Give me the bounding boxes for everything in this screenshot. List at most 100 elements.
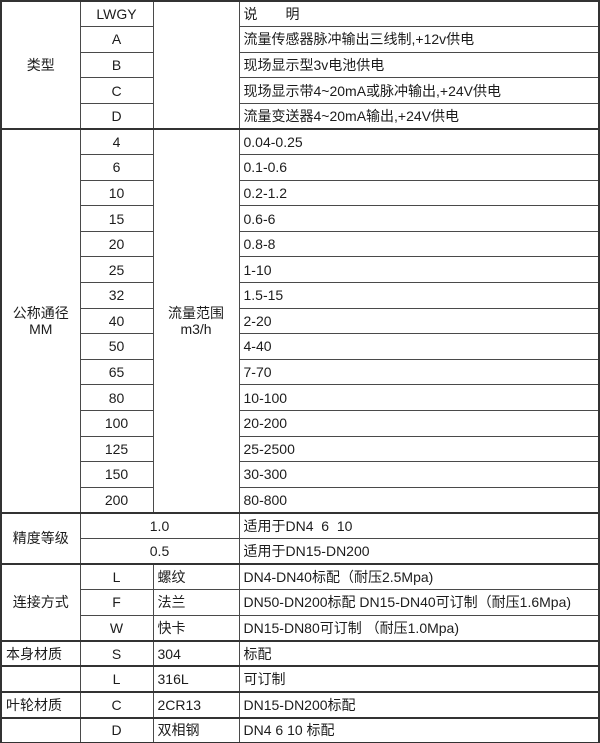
table-row: A 流量传感器脉冲输出三线制,+12v供电 <box>1 26 600 53</box>
header-desc-cell: 说 明 <box>238 0 600 28</box>
desc-cell: 30-300 <box>238 461 600 488</box>
code-cell: F <box>79 589 154 616</box>
code-cell: 200 <box>79 486 154 514</box>
desc-cell: 适用于DN15-DN200 <box>238 537 600 566</box>
code-cell: 10 <box>79 179 154 207</box>
table-row: 125 25-2500 <box>1 435 600 463</box>
subtype-cell: 双相钢 <box>152 717 240 743</box>
group-label-line: 公称通径 <box>12 304 69 321</box>
desc-cell: DN50-DN200标配 DN15-DN40可订制（耐压1.6Mpa) <box>238 589 600 616</box>
flow-range-label: 流量范围 m3/h <box>152 128 240 514</box>
table-row: 20 0.8-8 <box>1 230 600 258</box>
accuracy-value-cell: 1.0 <box>79 512 240 539</box>
flow-range-label-line: 流量范围 <box>168 304 224 321</box>
code-cell: 15 <box>79 205 154 232</box>
desc-cell: 现场显示型3v电池供电 <box>238 51 600 79</box>
table-row: D 双相钢 DN4 6 10 标配 <box>0 717 600 743</box>
group-label-accuracy: 精度等级 <box>0 512 81 566</box>
group-label-body-material: 本身材质 <box>0 640 81 668</box>
desc-cell: 可订制 <box>238 665 600 694</box>
code-cell: 50 <box>79 333 154 360</box>
desc-cell: 现场显示带4~20mA或脉冲输出,+24V供电 <box>238 77 600 104</box>
table-row: 公称通径 MM 4 流量范围 m3/h 0.04-0.25 <box>0 128 600 514</box>
desc-cell: 标配 <box>238 640 600 668</box>
group-label-type: 类型 <box>0 0 81 130</box>
desc-cell: 1-10 <box>238 256 600 284</box>
code-cell: 65 <box>79 358 154 386</box>
table-row: 200 80-800 <box>1 486 600 514</box>
desc-cell: 7-70 <box>238 358 600 386</box>
group-label-empty <box>0 665 81 694</box>
table-row: 本身材质 S 304 标配 <box>0 640 600 668</box>
desc-cell: 0.8-8 <box>238 230 600 258</box>
table-row: 50 4-40 <box>1 333 600 360</box>
desc-cell: 0.1-0.6 <box>238 154 600 181</box>
code-cell: 100 <box>79 410 154 437</box>
desc-cell: 25-2500 <box>238 435 600 463</box>
code-cell: C <box>79 691 154 719</box>
desc-cell: 10-100 <box>238 384 600 411</box>
subtype-cell: 304 <box>152 640 240 668</box>
code-cell: S <box>79 640 154 668</box>
desc-cell: 适用于DN4 6 10 <box>238 512 600 539</box>
table-row: B 现场显示型3v电池供电 <box>1 51 600 79</box>
table-row: L 316L 可订制 <box>0 665 600 694</box>
group-label-empty <box>0 717 81 743</box>
table-row: 32 1.5-15 <box>1 282 600 309</box>
accuracy-value-cell: 0.5 <box>79 537 240 566</box>
table-row: 100 20-200 <box>1 410 600 437</box>
subtype-cell: 2CR13 <box>152 691 240 719</box>
code-cell: 125 <box>79 435 154 463</box>
subtype-cell: 法兰 <box>152 589 240 616</box>
desc-cell: 流量传感器脉冲输出三线制,+12v供电 <box>238 26 600 53</box>
empty-mid-cell <box>152 0 240 130</box>
code-cell: 6 <box>79 154 154 181</box>
group-label-line: MM <box>29 320 53 337</box>
subtype-cell: 快卡 <box>152 614 240 642</box>
desc-cell: 1.5-15 <box>238 282 600 309</box>
code-cell: D <box>79 717 154 743</box>
group-label-connection: 连接方式 <box>0 563 81 642</box>
header-code-cell: LWGY <box>79 0 154 28</box>
code-cell: 4 <box>79 128 154 156</box>
code-cell: C <box>79 77 154 104</box>
table-row: 叶轮材质 C 2CR13 DN15-DN200标配 <box>0 691 600 719</box>
table-row: 6 0.1-0.6 <box>1 154 600 181</box>
flow-range-label-line: m3/h <box>180 320 212 337</box>
code-cell: L <box>79 665 154 694</box>
code-cell: 150 <box>79 461 154 488</box>
code-cell: D <box>79 102 154 130</box>
table-row: 80 10-100 <box>1 384 600 411</box>
subtype-cell: 螺纹 <box>152 563 240 591</box>
code-cell: W <box>79 614 154 642</box>
table-row: 0.5 适用于DN15-DN200 <box>1 537 600 566</box>
table-row: 类型 LWGY 说 明 <box>0 0 600 130</box>
code-cell: 32 <box>79 282 154 309</box>
table-row: 10 0.2-1.2 <box>1 179 600 207</box>
desc-cell: 4-40 <box>238 333 600 360</box>
desc-cell: DN15-DN200标配 <box>238 691 600 719</box>
table-row: D 流量变送器4~20mA输出,+24V供电 <box>1 102 600 130</box>
table-row: 15 0.6-6 <box>1 205 600 232</box>
table-row: 精度等级 1.0 适用于DN4 6 10 <box>0 512 600 566</box>
table-row: 150 30-300 <box>1 461 600 488</box>
desc-cell: DN15-DN80可订制 （耐压1.0Mpa) <box>238 614 600 642</box>
desc-cell: 20-200 <box>238 410 600 437</box>
table-row: C 现场显示带4~20mA或脉冲输出,+24V供电 <box>1 77 600 104</box>
code-cell: 25 <box>79 256 154 284</box>
code-cell: 80 <box>79 384 154 411</box>
table-row: F 法兰 DN50-DN200标配 DN15-DN40可订制（耐压1.6Mpa) <box>1 589 600 616</box>
table-row: 连接方式 L 螺纹 DN4-DN40标配（耐压2.5Mpa) <box>0 563 600 642</box>
table-row: 65 7-70 <box>1 358 600 386</box>
code-cell: 40 <box>79 307 154 335</box>
code-cell: A <box>79 26 154 53</box>
desc-cell: 80-800 <box>238 486 600 514</box>
group-label-impeller-material: 叶轮材质 <box>0 691 81 719</box>
desc-cell: 0.04-0.25 <box>238 128 600 156</box>
group-label-diameter: 公称通径 MM <box>0 128 81 514</box>
desc-cell: 流量变送器4~20mA输出,+24V供电 <box>238 102 600 130</box>
desc-cell: DN4-DN40标配（耐压2.5Mpa) <box>238 563 600 591</box>
desc-cell: 0.6-6 <box>238 205 600 232</box>
